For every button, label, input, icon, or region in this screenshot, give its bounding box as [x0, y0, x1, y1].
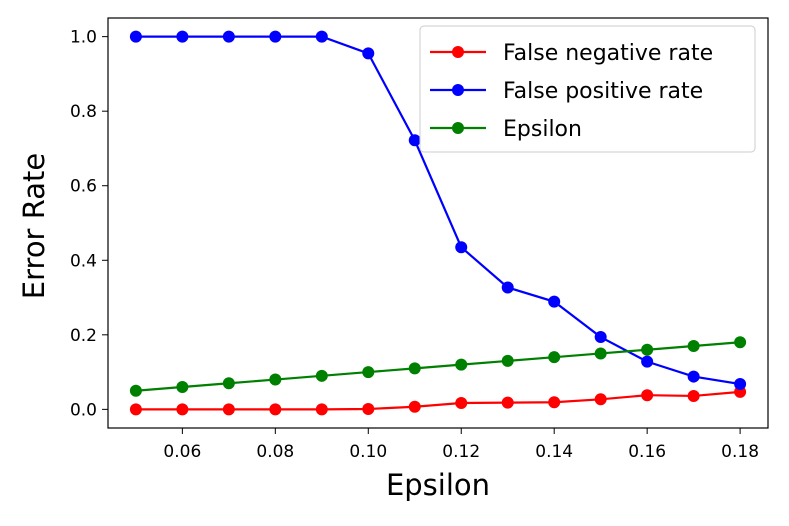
y-tick-label: 0.6 — [70, 177, 97, 197]
data-point — [315, 30, 328, 43]
data-point — [362, 366, 375, 379]
series-line — [135, 35, 741, 386]
data-point — [687, 389, 700, 402]
data-point — [687, 370, 700, 383]
x-tick-label: 0.16 — [628, 442, 666, 462]
y-tick-label: 0.2 — [70, 326, 97, 346]
legend-marker — [452, 84, 464, 96]
data-point — [269, 30, 282, 43]
legend-marker — [452, 46, 464, 58]
plot-area: 0.06 0.08 0.10 0.12 0.14 0.16 0.18 0.0 0.2 0.4 0.6… — [70, 17, 769, 462]
axes-frame — [107, 17, 769, 429]
data-point — [269, 403, 282, 416]
data-point — [176, 403, 189, 416]
data-point — [269, 373, 282, 386]
data-point — [176, 30, 189, 43]
data-point — [408, 400, 421, 413]
legend-box — [419, 25, 756, 153]
y-tick-label: 1.0 — [70, 28, 97, 48]
data-point — [222, 30, 235, 43]
x-tick-label: 0.14 — [535, 442, 573, 462]
data-point — [455, 397, 468, 410]
data-point — [455, 358, 468, 371]
data-point — [129, 30, 142, 43]
data-point — [501, 396, 514, 409]
legend-label: False positive rate — [503, 79, 703, 104]
x-axis-label: Epsilon — [386, 468, 490, 502]
data-point — [129, 384, 142, 397]
data-point — [408, 134, 421, 147]
x-tick-label: 0.18 — [721, 442, 759, 462]
legend-marker — [452, 122, 464, 134]
data-point — [687, 340, 700, 352]
data-point — [222, 377, 235, 390]
legend: False negative rate False positive rate Ep… — [419, 25, 756, 153]
data-point — [548, 295, 561, 308]
data-point — [641, 389, 654, 402]
x-tick-label: 0.08 — [256, 442, 294, 462]
data-point — [501, 281, 514, 294]
data-point — [594, 393, 607, 406]
data-point — [362, 47, 375, 60]
x-tick-label: 0.10 — [349, 442, 387, 462]
y-axis-label: Error Rate — [17, 153, 51, 299]
data-point — [734, 378, 747, 391]
y-tick-label: 0.0 — [70, 400, 97, 420]
series-line — [135, 390, 741, 411]
data-point — [362, 402, 375, 415]
data-point — [315, 369, 328, 382]
legend-label: False negative rate — [503, 41, 713, 66]
data-point — [594, 331, 607, 344]
y-tick-label: 0.4 — [70, 251, 97, 271]
data-point — [594, 347, 607, 360]
data-point — [501, 354, 514, 367]
data-point — [222, 403, 235, 416]
data-point — [734, 336, 747, 349]
data-point — [129, 403, 142, 416]
x-tick-label: 0.12 — [442, 442, 480, 462]
series-line — [135, 341, 741, 392]
data-point — [315, 403, 328, 416]
legend-label: Epsilon — [503, 117, 582, 142]
data-point — [641, 355, 654, 368]
data-point — [408, 362, 421, 375]
data-point — [641, 343, 654, 356]
data-point — [455, 241, 468, 254]
data-point — [176, 381, 189, 393]
x-tick-label: 0.06 — [163, 442, 201, 462]
data-point — [548, 396, 561, 409]
data-point — [548, 351, 561, 364]
y-tick-label: 0.8 — [70, 102, 97, 122]
